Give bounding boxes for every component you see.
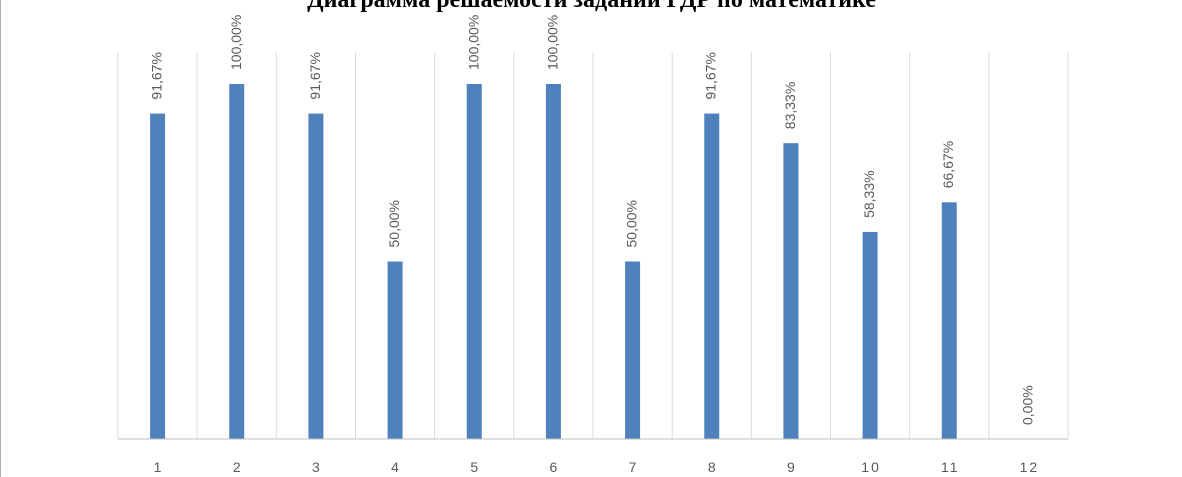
bar-4 — [387, 261, 403, 439]
data-label: 0,00% — [1019, 385, 1035, 425]
bar-10 — [862, 231, 878, 439]
data-labels: 91,67% 100,00% 91,67% 50,00% 100,00% 100,00% 5… — [149, 15, 1036, 425]
bar-6 — [545, 84, 561, 439]
bar-2 — [229, 84, 245, 439]
x-tick-label: 2 — [233, 459, 243, 475]
bar-7 — [625, 261, 641, 439]
data-label: 100,00% — [465, 15, 481, 70]
x-tick-label: 5 — [470, 459, 480, 475]
data-label: 91,67% — [307, 52, 323, 99]
x-tick-label: 3 — [312, 459, 322, 475]
bar-5 — [466, 84, 482, 439]
data-label: 83,33% — [782, 82, 798, 129]
x-tick-labels: 1 2 3 4 5 6 7 8 9 10 11 12 — [154, 459, 1040, 475]
x-tick-label: 11 — [941, 459, 960, 475]
data-label: 58,33% — [861, 170, 877, 217]
x-tick-label: 12 — [1020, 459, 1040, 475]
data-label: 91,67% — [703, 52, 719, 99]
bar-8 — [704, 113, 720, 439]
x-tick-label: 1 — [154, 459, 164, 475]
data-label: 50,00% — [386, 200, 402, 247]
bar-9 — [783, 143, 799, 439]
bars — [150, 84, 957, 439]
x-tick-label: 7 — [629, 459, 639, 475]
x-tick-label: 8 — [708, 459, 718, 475]
bar-11 — [941, 202, 957, 439]
x-tick-label: 9 — [787, 459, 797, 475]
data-label: 91,67% — [149, 52, 165, 99]
data-label: 50,00% — [624, 200, 640, 247]
x-tick-label: 4 — [391, 459, 401, 475]
bar-3 — [308, 113, 324, 439]
bar-1 — [150, 113, 166, 439]
data-label: 100,00% — [228, 15, 244, 70]
data-label: 66,67% — [940, 141, 956, 188]
x-tick-label: 6 — [550, 459, 560, 475]
data-label: 100,00% — [544, 15, 560, 70]
x-tick-label: 10 — [861, 459, 881, 475]
gridlines — [117, 52, 1069, 439]
chart-title: Диаграмма решаемости заданий ГДР по мате… — [307, 0, 876, 13]
